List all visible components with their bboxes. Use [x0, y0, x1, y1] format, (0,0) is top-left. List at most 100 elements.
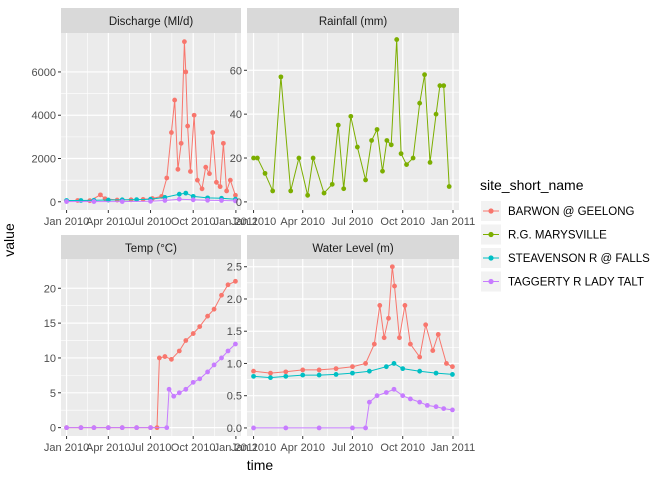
data-point: [251, 425, 256, 431]
data-point: [397, 335, 402, 341]
y-tick-label: 15: [44, 318, 56, 330]
data-point: [377, 303, 383, 308]
data-point: [197, 376, 203, 382]
panel: Water Level (m) 0.0 0.5 1.0 1.5 2.0 2.5 Jan 201…: [227, 235, 475, 454]
data-point: [350, 364, 355, 370]
data-point: [205, 369, 210, 375]
data-point: [205, 197, 210, 203]
data-point: [169, 130, 174, 135]
x-tick-label: Apr 2010: [280, 216, 325, 228]
data-point: [182, 39, 187, 45]
data-point: [205, 313, 210, 319]
data-point: [162, 198, 168, 203]
y-tick-label: 2.0: [227, 294, 242, 306]
y-axis-title: value: [1, 223, 17, 257]
data-point: [262, 170, 268, 176]
data-point: [188, 169, 193, 174]
series-line: [253, 388, 453, 429]
y-tick-label: 6000: [32, 67, 56, 79]
data-point: [134, 425, 140, 431]
x-tick-label: Jul 2010: [130, 442, 172, 454]
data-point: [283, 369, 289, 375]
data-point: [156, 355, 162, 361]
data-point: [172, 97, 178, 103]
data-point: [410, 155, 416, 161]
data-point: [335, 122, 341, 128]
data-point: [164, 425, 170, 431]
data-point: [190, 193, 196, 199]
data-point: [433, 111, 439, 117]
data-point: [219, 355, 224, 361]
panel-strip-label: Discharge (Ml/d): [109, 16, 194, 28]
data-point: [190, 331, 196, 336]
data-point: [185, 123, 191, 129]
data-point: [441, 83, 447, 89]
data-point: [162, 354, 168, 359]
data-point: [190, 379, 196, 385]
series-line: [66, 198, 236, 203]
x-tick-label: Jan 2010: [231, 442, 276, 454]
data-point: [316, 367, 322, 373]
data-point: [422, 72, 427, 78]
data-point: [119, 425, 125, 431]
data-point: [233, 192, 238, 198]
legend-key-point: [488, 255, 494, 261]
data-point: [254, 155, 260, 161]
data-point: [450, 407, 455, 413]
data-point: [227, 177, 233, 183]
x-tick-label: Apr 2010: [86, 216, 131, 228]
data-point: [219, 198, 224, 203]
data-point: [78, 198, 84, 203]
panel-strip-label: Water Level (m): [312, 243, 394, 255]
data-point: [389, 264, 395, 270]
data-point: [446, 184, 452, 189]
data-point: [78, 425, 84, 431]
series-line: [253, 362, 453, 379]
data-point: [64, 425, 69, 431]
panel: Discharge (Ml/d) 0 2000 4000 6000 Jan 2010Apr…: [32, 8, 258, 228]
legend-key-point: [488, 208, 494, 214]
x-tick-label: Jan 2011: [214, 216, 258, 228]
data-point: [374, 393, 380, 399]
data-point: [433, 404, 439, 410]
y-tick-label: 60: [230, 65, 242, 77]
data-point: [251, 155, 256, 161]
data-point: [435, 332, 441, 337]
data-point: [363, 361, 368, 366]
data-point: [341, 186, 347, 192]
data-point: [190, 197, 196, 203]
data-point: [105, 425, 111, 431]
data-point: [366, 368, 372, 374]
y-tick-label: 20: [230, 153, 242, 165]
data-point: [194, 177, 200, 183]
legend-item: STEAVENSON R @ FALLS: [481, 248, 650, 268]
data-point: [433, 370, 439, 376]
legend-key-point: [488, 231, 494, 238]
data-point: [380, 168, 385, 174]
legend-item: BARWON @ GEELONG: [481, 201, 635, 221]
data-point: [424, 402, 430, 408]
data-point: [391, 361, 397, 366]
legend-item: R.G. MARYSVILLE: [481, 224, 607, 245]
panel-strip: [61, 235, 241, 259]
data-point: [225, 348, 231, 354]
data-point: [283, 425, 289, 431]
data-point: [178, 140, 184, 146]
data-point: [183, 190, 189, 196]
x-tick-label: Jan 2011: [214, 442, 258, 454]
panel: Rainfall (mm) 0 20 40 60 Jan 2010 Apr 2010 Jul …: [230, 8, 475, 228]
data-point: [417, 354, 423, 360]
data-point: [371, 341, 377, 347]
data-point: [407, 396, 413, 402]
y-tick-label: 2.5: [227, 262, 242, 274]
data-point: [183, 386, 189, 392]
data-point: [316, 425, 322, 431]
data-point: [402, 303, 408, 308]
data-point: [176, 191, 182, 197]
y-tick-label: 1.0: [227, 358, 242, 370]
data-point: [225, 282, 231, 288]
data-point: [166, 386, 172, 392]
legend-label: TAGGERTY R LADY TALT: [508, 277, 644, 289]
data-point: [171, 393, 177, 399]
